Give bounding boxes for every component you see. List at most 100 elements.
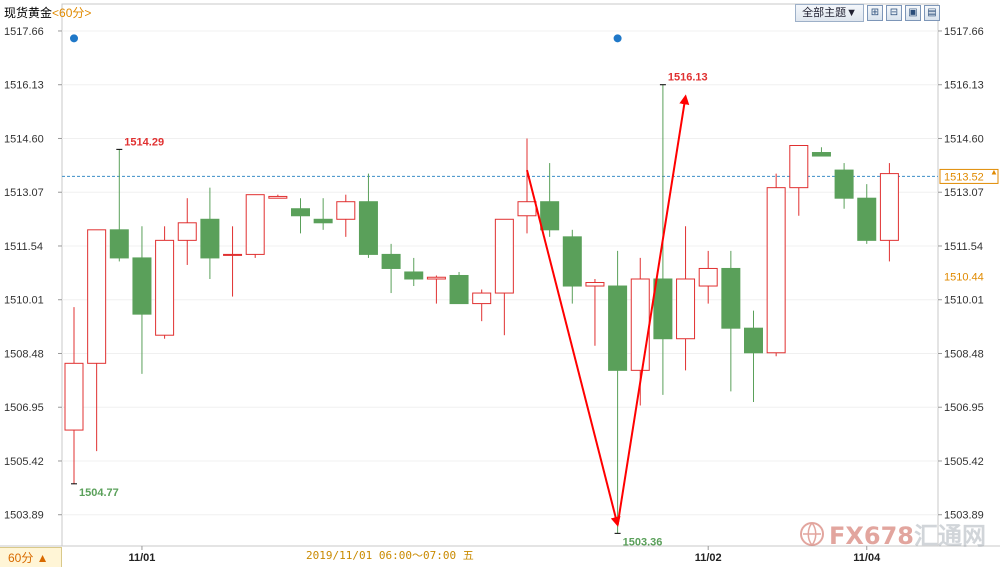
event-marker-icon (613, 34, 622, 43)
candle-body (404, 271, 424, 280)
candle (223, 226, 243, 297)
period-label: <60分> (52, 6, 92, 20)
candle-body (857, 197, 877, 241)
y-tick-label-left: 1510.01 (4, 295, 44, 307)
candle-body (449, 274, 469, 305)
secondary-price-label: 1510.44 (944, 272, 984, 284)
high-price-label: 1514.29 (124, 136, 164, 148)
trend-arrow (616, 94, 690, 526)
candle-body (291, 208, 310, 217)
low-price-label: 1503.36 (623, 536, 663, 548)
layout-icon[interactable]: ▤ (924, 5, 940, 21)
y-tick-label-left: 1508.48 (4, 348, 44, 360)
candle (744, 310, 763, 402)
candle-body (766, 187, 786, 354)
current-price-marker-icon: ▲ (990, 167, 998, 176)
zoom-in-icon[interactable]: ⊞ (867, 5, 883, 21)
y-tick-label-right: 1516.13 (944, 80, 984, 92)
candle (676, 226, 696, 371)
candle (132, 226, 152, 374)
candle (517, 138, 537, 234)
candle (109, 149, 129, 262)
y-tick-label-right: 1513.07 (944, 187, 984, 199)
theme-dropdown[interactable]: 全部主题▼ (795, 4, 864, 22)
candle (789, 145, 809, 216)
candle-body (630, 278, 650, 371)
candle-body (834, 169, 854, 199)
y-tick-label-right: 1506.95 (944, 402, 984, 414)
candle-body (200, 218, 220, 259)
candle-body (109, 229, 129, 259)
candle (291, 198, 310, 234)
y-tick-label-left: 1516.13 (4, 80, 44, 92)
candle (200, 187, 220, 279)
y-tick-label-left: 1505.42 (4, 456, 44, 468)
chart-toolbar: 全部主题▼ ⊞ ⊟ ▣ ▤ (795, 4, 940, 22)
x-tick-label: 11/01 (128, 552, 155, 564)
candle (540, 163, 560, 237)
candle (585, 279, 605, 346)
candle (404, 257, 424, 287)
candle-body (494, 218, 514, 294)
period-selector-button[interactable]: 60分 ▲ (0, 547, 62, 567)
candle-body (879, 173, 899, 241)
y-tick-label-right: 1517.66 (944, 26, 984, 38)
candle (608, 250, 628, 534)
candle-body (698, 267, 718, 287)
candle-body (268, 195, 288, 199)
candle (245, 194, 265, 258)
y-tick-label-left: 1513.07 (4, 187, 44, 199)
candle (811, 147, 831, 157)
globe-icon (800, 521, 824, 546)
y-tick-label-left: 1514.60 (4, 133, 44, 145)
candle-body (155, 239, 175, 336)
y-tick-label-right: 1514.60 (944, 133, 984, 145)
candle-body (811, 152, 831, 157)
candle (834, 163, 854, 209)
candle-body (608, 285, 628, 371)
instrument-title: 现货黄金<60分> (4, 4, 91, 21)
candle-body (132, 257, 152, 315)
candle (313, 198, 333, 230)
candle-body (64, 362, 84, 431)
candle (358, 173, 378, 258)
candle-body (177, 222, 197, 241)
candle-body (87, 229, 107, 364)
current-price-label: 1513.52 (944, 171, 984, 183)
y-tick-label-right: 1505.42 (944, 456, 984, 468)
candle (268, 194, 288, 199)
current-price-box (939, 168, 999, 184)
candle-body (744, 327, 763, 354)
watermark-text: FX678汇通网 (829, 522, 986, 550)
x-tick-label: 11/02 (695, 552, 722, 564)
candle (177, 198, 197, 265)
candle (721, 250, 741, 392)
candle (857, 184, 877, 244)
candle-body (585, 282, 605, 287)
candle (879, 163, 899, 262)
candle-body (540, 201, 560, 231)
candle (766, 173, 786, 357)
candle (155, 226, 175, 339)
fit-view-icon[interactable]: ▣ (905, 5, 921, 21)
candle-body (358, 201, 378, 255)
candle (87, 229, 107, 452)
candle-body (336, 201, 356, 220)
high-price-label: 1516.13 (668, 72, 708, 84)
candle-body (426, 276, 446, 280)
y-tick-label-left: 1511.54 (4, 241, 43, 253)
candle-body (676, 278, 696, 340)
zoom-out-icon[interactable]: ⊟ (886, 5, 902, 21)
candle-body (789, 145, 809, 189)
watermark-logo: FX678汇通网 (799, 516, 986, 551)
y-tick-label-right: 1511.54 (944, 241, 983, 253)
y-tick-label-left: 1506.95 (4, 402, 44, 414)
y-tick-label-right: 1503.89 (944, 510, 984, 522)
candle-body (653, 278, 673, 340)
trend-arrow (526, 169, 621, 527)
candle-body (472, 292, 492, 305)
y-tick-label-right: 1510.01 (944, 295, 984, 307)
candle (64, 307, 84, 484)
candle-body (223, 253, 243, 256)
